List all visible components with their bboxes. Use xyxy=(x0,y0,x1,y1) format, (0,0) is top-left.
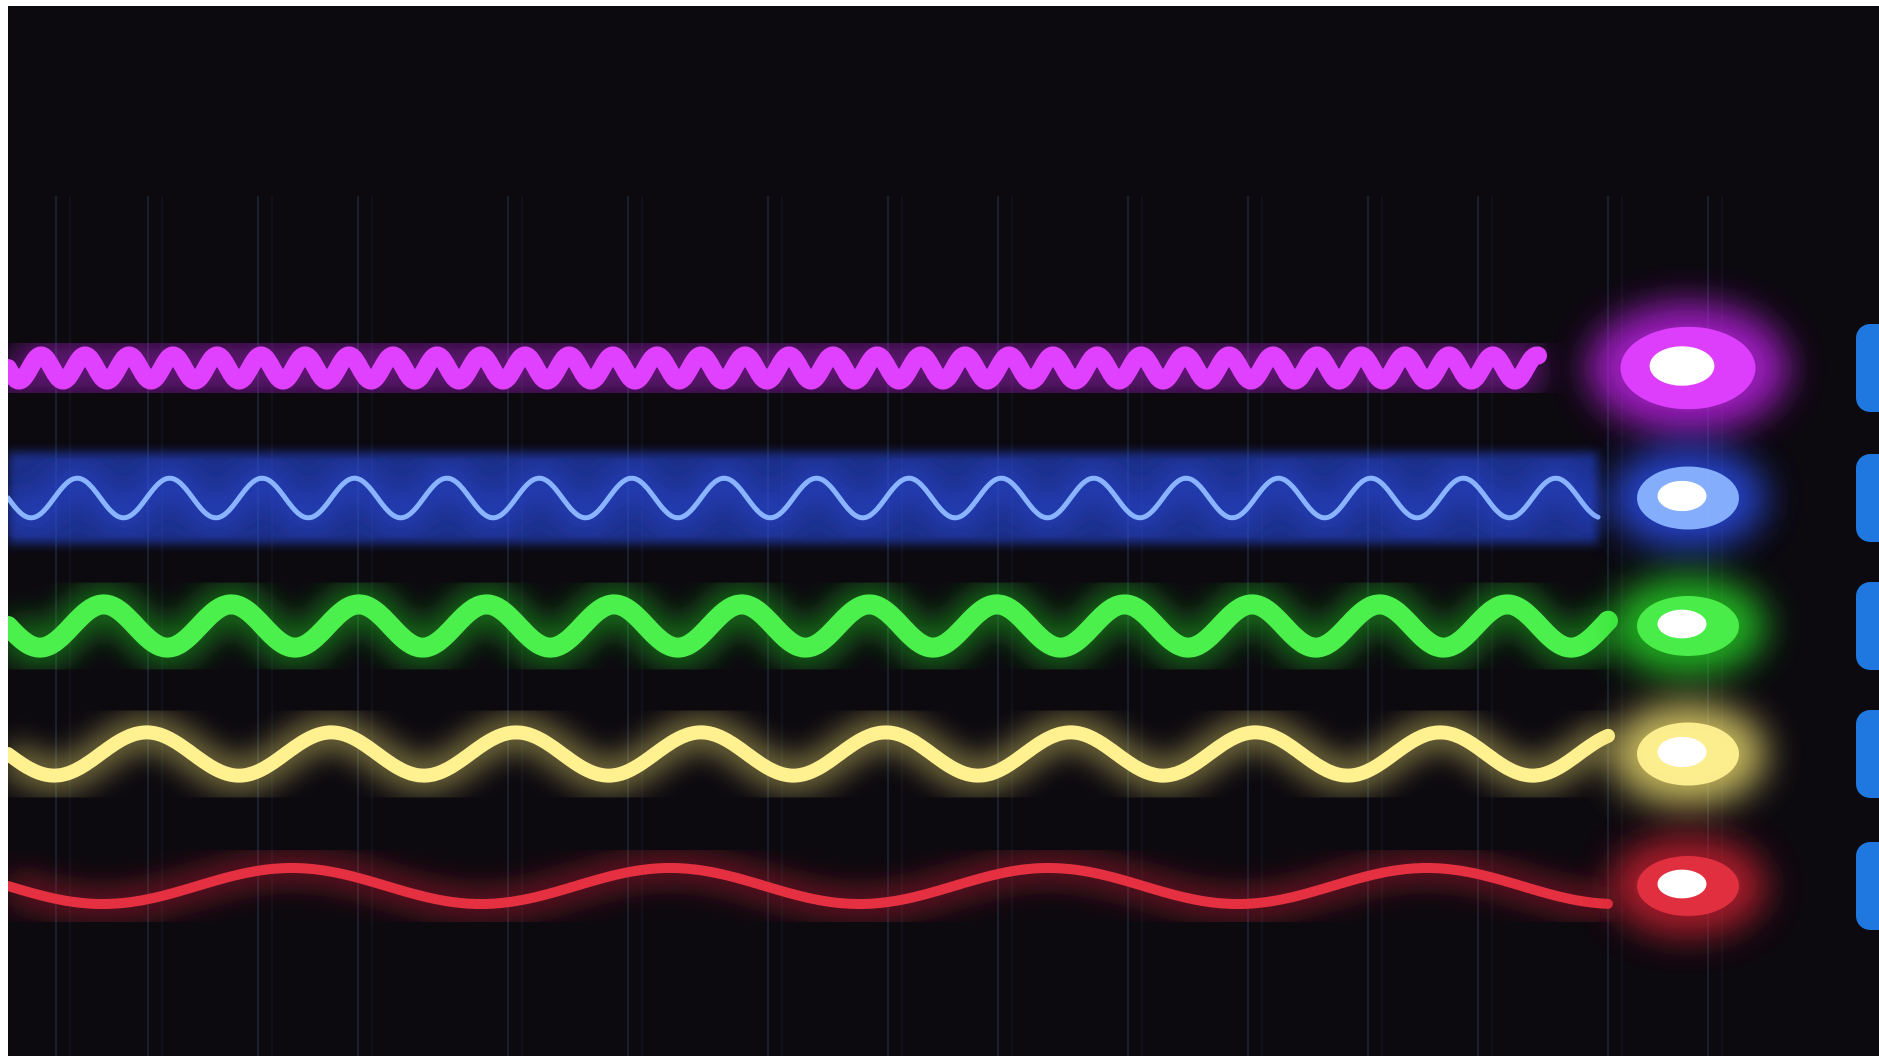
wave-line xyxy=(8,346,1547,390)
wave-line xyxy=(8,475,1601,521)
wave-line xyxy=(8,594,1618,658)
side-button-2[interactable] xyxy=(1856,454,1879,542)
emitter-core xyxy=(1649,346,1715,386)
wave-1 xyxy=(8,303,1788,433)
emitter-core xyxy=(1657,736,1707,768)
wave-line xyxy=(8,863,1613,909)
emitter-core xyxy=(1657,480,1707,512)
waves-canvas xyxy=(8,6,1879,1056)
light-source-glow-icon xyxy=(1610,576,1766,676)
side-button-4[interactable] xyxy=(1856,710,1879,798)
light-source-glow-icon xyxy=(1610,836,1766,936)
wave-5 xyxy=(8,836,1766,936)
light-source-glow-icon xyxy=(1610,702,1766,806)
wave-line xyxy=(8,725,1615,783)
side-button-3[interactable] xyxy=(1856,582,1879,670)
side-buttons-group xyxy=(1856,324,1879,930)
side-button-5[interactable] xyxy=(1856,842,1879,930)
wave-4 xyxy=(8,702,1766,806)
light-source-glow-icon xyxy=(1588,303,1788,433)
emitter-core xyxy=(1657,609,1707,639)
wave-2 xyxy=(8,446,1766,550)
light-source-glow-icon xyxy=(1610,446,1766,550)
spectrum-wave-diagram xyxy=(8,6,1879,1056)
side-button-1[interactable] xyxy=(1856,324,1879,412)
wave-3 xyxy=(8,576,1766,676)
waves-group xyxy=(8,303,1788,936)
emitter-core xyxy=(1657,869,1707,899)
